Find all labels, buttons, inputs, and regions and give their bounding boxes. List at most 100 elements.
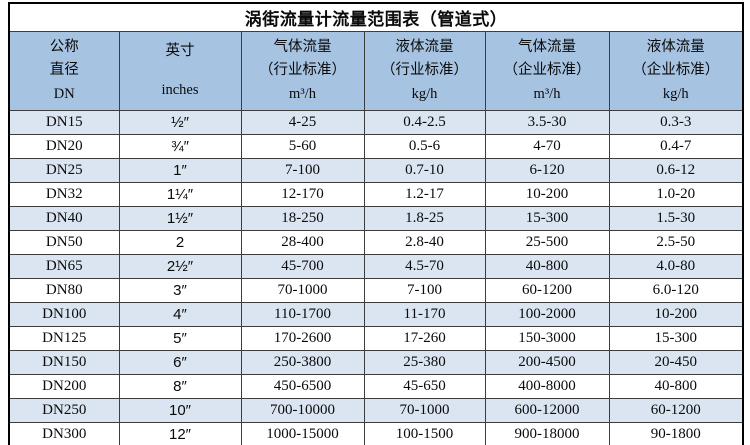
cell-dn: DN200 [8,374,120,399]
cell-dn: DN150 [8,350,120,375]
cell-liquid-industry: 7-100 [363,278,486,303]
header-line: 气体流量 [273,38,332,55]
cell-inches: 1¼″ [118,182,242,207]
table-title: 涡街流量计流量范围表（管道式） [8,2,744,32]
cell-liquid-enterprise: 1.5-30 [608,206,744,231]
cell-gas-industry: 5-60 [240,134,365,159]
table-row: DN32 1¼″ 12-170 1.2-17 10-200 1.0-20 [8,182,744,207]
cell-gas-enterprise: 6-120 [484,158,610,183]
cell-gas-enterprise: 15-300 [484,206,610,231]
header-line: 英寸 [165,42,195,59]
cell-gas-enterprise: 400-8000 [484,374,610,399]
cell-inches: 2 [118,230,242,255]
header-line: 液体流量 [395,38,454,55]
cell-liquid-industry: 11-170 [363,302,486,327]
cell-liquid-enterprise: 0.4-7 [608,134,744,159]
cell-gas-enterprise: 60-1200 [484,278,610,303]
cell-inches: 1½″ [118,206,242,231]
cell-liquid-industry: 1.2-17 [363,182,486,207]
cell-inches: 5″ [118,326,242,351]
header-line: （行业标准） [259,62,346,79]
cell-gas-industry: 700-10000 [240,398,365,423]
table-row: DN15 ½″ 4-25 0.4-2.5 3.5-30 0.3-3 [8,110,744,135]
cell-liquid-industry: 25-380 [363,350,486,375]
cell-gas-industry: 1000-15000 [240,422,365,445]
table-row: DN125 5″ 170-2600 17-260 150-3000 15-300 [8,326,744,351]
cell-dn: DN20 [8,134,120,159]
cell-dn: DN32 [8,182,120,207]
cell-inches: ¾″ [118,134,242,159]
cell-dn: DN300 [8,422,120,445]
cell-inches: 3″ [118,278,242,303]
cell-liquid-industry: 45-650 [363,374,486,399]
column-header-inches: 英寸 inches [118,31,242,111]
table-row: DN65 2½″ 45-700 4.5-70 40-800 4.0-80 [8,254,744,279]
header-line: kg/h [662,85,689,102]
cell-liquid-enterprise: 2.5-50 [608,230,744,255]
cell-dn: DN15 [8,110,120,135]
cell-gas-industry: 250-3800 [240,350,365,375]
header-line: m³/h [289,85,316,102]
cell-gas-industry: 110-1700 [240,302,365,327]
cell-liquid-enterprise: 90-1800 [608,422,744,445]
cell-liquid-enterprise: 10-200 [608,302,744,327]
cell-gas-industry: 4-25 [240,110,365,135]
header-line: 直径 [49,62,79,79]
table-row: DN200 8″ 450-6500 45-650 400-8000 40-800 [8,374,744,399]
cell-gas-enterprise: 200-4500 [484,350,610,375]
cell-liquid-industry: 0.7-10 [363,158,486,183]
cell-liquid-enterprise: 4.0-80 [608,254,744,279]
header-line: inches [161,81,199,98]
cell-liquid-industry: 17-260 [363,326,486,351]
cell-gas-enterprise: 10-200 [484,182,610,207]
table-row: DN300 12″ 1000-15000 100-1500 900-18000 … [8,422,744,445]
header-line: （行业标准） [381,62,468,79]
cell-dn: DN40 [8,206,120,231]
cell-inches: 1″ [118,158,242,183]
column-header-liquid-industry: 液体流量 （行业标准） kg/h [363,31,486,111]
cell-inches: 10″ [118,398,242,423]
cell-gas-industry: 450-6500 [240,374,365,399]
cell-inches: 12″ [118,422,242,445]
cell-gas-industry: 170-2600 [240,326,365,351]
cell-liquid-industry: 70-1000 [363,398,486,423]
flow-range-table: 涡街流量计流量范围表（管道式） 公称 直径 DN 英寸 inches 气体流量 [8,2,745,445]
table-title-row: 涡街流量计流量范围表（管道式） [8,2,744,32]
header-line: DN [53,85,75,102]
cell-dn: DN250 [8,398,120,423]
table-row: DN40 1½″ 18-250 1.8-25 15-300 1.5-30 [8,206,744,231]
table-row: DN150 6″ 250-3800 25-380 200-4500 20-450 [8,350,744,375]
cell-gas-industry: 28-400 [240,230,365,255]
cell-inches: ½″ [118,110,242,135]
table-row: DN25 1″ 7-100 0.7-10 6-120 0.6-12 [8,158,744,183]
cell-gas-enterprise: 900-18000 [484,422,610,445]
cell-liquid-enterprise: 60-1200 [608,398,744,423]
cell-gas-enterprise: 40-800 [484,254,610,279]
table-row: DN80 3″ 70-1000 7-100 60-1200 6.0-120 [8,278,744,303]
cell-liquid-enterprise: 1.0-20 [608,182,744,207]
cell-dn: DN25 [8,158,120,183]
cell-dn: DN100 [8,302,120,327]
cell-dn: DN65 [8,254,120,279]
cell-liquid-enterprise: 0.3-3 [608,110,744,135]
header-line: （企业标准） [503,62,591,79]
cell-liquid-enterprise: 40-800 [608,374,744,399]
column-header-gas-industry: 气体流量 （行业标准） m³/h [240,31,365,111]
table-row: DN50 2 28-400 2.8-40 25-500 2.5-50 [8,230,744,255]
cell-liquid-enterprise: 15-300 [608,326,744,351]
cell-inches: 4″ [118,302,242,327]
column-header-dn: 公称 直径 DN [8,31,120,111]
cell-gas-industry: 7-100 [240,158,365,183]
cell-gas-industry: 12-170 [240,182,365,207]
cell-dn: DN80 [8,278,120,303]
header-line: 液体流量 [646,38,705,55]
header-line: m³/h [533,85,561,102]
cell-gas-industry: 70-1000 [240,278,365,303]
cell-gas-enterprise: 3.5-30 [484,110,610,135]
cell-liquid-industry: 0.4-2.5 [363,110,486,135]
column-header-liquid-enterprise: 液体流量 （企业标准） kg/h [608,31,744,111]
cell-inches: 8″ [118,374,242,399]
cell-inches: 2½″ [118,254,242,279]
header-line: 气体流量 [518,38,576,55]
cell-inches: 6″ [118,350,242,375]
